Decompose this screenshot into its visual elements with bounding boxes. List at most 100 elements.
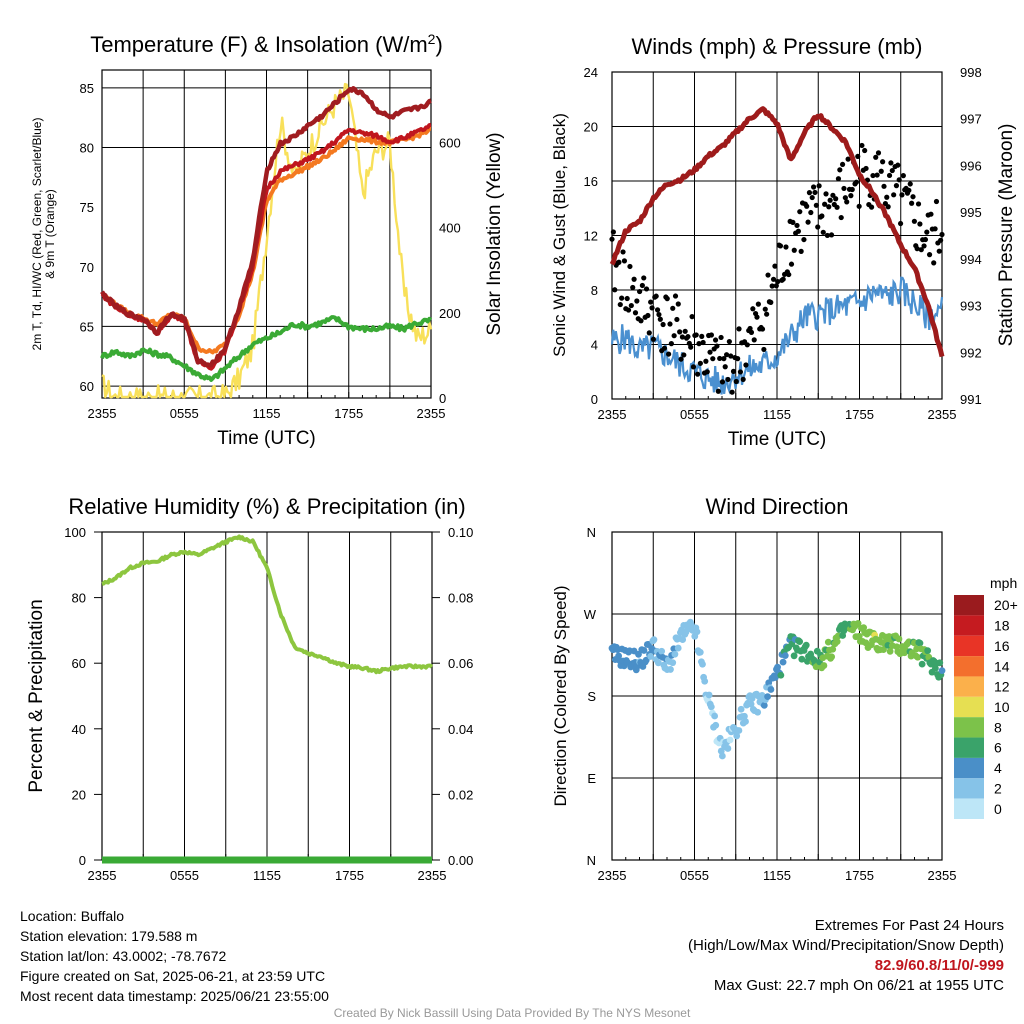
y-right-tick-label: 992: [960, 345, 982, 360]
gust-point: [671, 333, 677, 339]
gust-point: [627, 263, 633, 270]
gust-point: [896, 177, 902, 183]
direction-point: [735, 727, 743, 734]
gust-point: [870, 172, 876, 179]
colorbar-swatch: [954, 798, 984, 819]
gust-point: [643, 286, 650, 292]
direction-point: [833, 638, 841, 646]
panel-title: Relative Humidity (%) & Precipitation (i…: [68, 494, 465, 519]
direction-point: [747, 700, 755, 708]
y-axis-label: Percent & Precipitation: [26, 599, 47, 792]
gust-point: [646, 330, 652, 336]
gust-point: [775, 279, 781, 285]
station-latlon: Station lat/lon: 43.0002; -78.7672: [20, 948, 227, 964]
gust-point: [875, 150, 882, 156]
gust-point: [833, 196, 839, 202]
gust-point: [718, 334, 724, 341]
y-tick-label: N: [587, 853, 596, 868]
direction-point: [658, 647, 666, 655]
y-tick-label: 0: [79, 853, 86, 868]
x-tick-label: 0555: [170, 406, 199, 421]
extremes-title: Extremes For Past 24 Hours: [814, 917, 1004, 934]
direction-point: [779, 658, 787, 666]
gust-point: [750, 306, 756, 312]
gust-point: [783, 244, 789, 250]
colorbar-swatch: [954, 778, 984, 799]
y-tick-label: 0: [591, 392, 598, 407]
direction-point: [938, 667, 946, 675]
y-tick-label: 60: [72, 656, 86, 671]
gust-point: [809, 194, 815, 201]
gust-point: [609, 236, 615, 242]
gust-point: [610, 229, 616, 235]
gust-point: [735, 356, 741, 362]
y-right-tick-label: 993: [960, 299, 982, 314]
gust-point: [834, 204, 840, 210]
direction-point: [712, 721, 720, 729]
x-tick-label: 1755: [334, 406, 363, 421]
colorbar-swatch: [954, 757, 984, 779]
gust-point: [770, 276, 777, 282]
direction-point: [707, 703, 715, 711]
x-tick-label: 2355: [418, 868, 447, 883]
direction-point: [767, 686, 775, 693]
gust-point: [863, 165, 869, 172]
direction-point: [886, 647, 894, 655]
y-tick-label: 70: [80, 260, 94, 275]
direction-point: [820, 662, 828, 669]
x-tick-label: 1755: [335, 868, 364, 883]
colorbar-label: 12: [994, 679, 1010, 695]
direction-point: [647, 653, 655, 660]
gust-point: [700, 339, 706, 346]
gust-point: [918, 247, 924, 253]
gust-point: [795, 228, 802, 234]
gust-point: [931, 260, 937, 266]
colorbar-label: 16: [994, 638, 1010, 654]
gust-point: [670, 305, 676, 311]
gust-point: [675, 301, 681, 307]
x-tick-label: 2355: [598, 868, 627, 883]
colorbar-label: 4: [994, 760, 1002, 776]
gust-point: [624, 295, 630, 302]
gust-point: [881, 183, 887, 189]
x-tick-label: 1755: [845, 868, 874, 883]
gust-point: [747, 325, 753, 332]
y-axis-label-line2: & 9m T (Orange): [43, 189, 57, 279]
direction-point: [699, 660, 706, 668]
panel-title: Winds (mph) & Pressure (mb): [632, 34, 923, 59]
gust-point: [790, 219, 796, 225]
direction-point: [741, 712, 748, 720]
gust-point: [841, 185, 847, 192]
gust-point: [708, 332, 715, 338]
y-tick-label: 24: [584, 65, 598, 80]
gust-point: [878, 168, 884, 174]
gust-point: [672, 293, 679, 299]
gust-point: [768, 299, 774, 305]
direction-point: [798, 655, 806, 663]
x-tick-label: 1155: [253, 406, 281, 421]
gust-point: [823, 191, 829, 197]
temperature-insolation-panel: Temperature (F) & Insolation (W/m2)2355 0…: [30, 31, 505, 449]
gust-point: [678, 356, 684, 362]
gust-point: [679, 334, 686, 340]
gust-point: [715, 388, 721, 394]
gust-point: [654, 307, 661, 313]
gust-point: [667, 321, 673, 327]
humidity-precipitation-panel: Relative Humidity (%) & Precipitation (i…: [26, 494, 473, 883]
gust-point: [743, 362, 749, 368]
direction-point: [696, 648, 704, 656]
gust-point: [677, 329, 683, 335]
gust-point: [855, 153, 861, 160]
gust-point: [835, 176, 842, 182]
gust-point: [744, 342, 750, 348]
gust-point: [806, 190, 813, 196]
extremes-legend: (High/Low/Max Wind/Precipitation/Snow De…: [688, 937, 1004, 954]
gust-point: [736, 326, 742, 332]
gust-point: [819, 213, 825, 219]
gust-point: [900, 173, 906, 179]
y-right-tick-label: 200: [439, 306, 461, 321]
direction-point: [829, 645, 837, 653]
direction-point: [790, 652, 798, 660]
y-axis-label: Direction (Colored By Speed): [551, 585, 570, 806]
colorbar-label: 18: [994, 618, 1010, 634]
